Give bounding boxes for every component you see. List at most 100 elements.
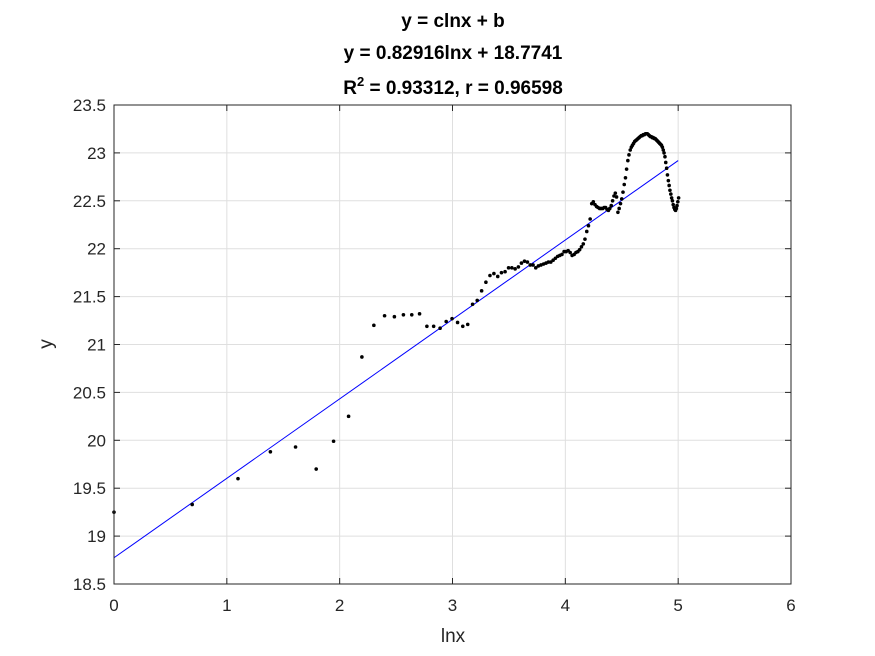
y-tick-label: 23.5	[73, 96, 106, 115]
x-axis-label: lnx	[441, 626, 466, 647]
data-point	[617, 206, 621, 211]
data-point	[674, 206, 679, 211]
data-point	[626, 158, 630, 163]
x-tick-label: 4	[561, 596, 570, 615]
data-point	[314, 467, 318, 471]
y-tick-label: 19	[87, 527, 106, 546]
data-point	[503, 269, 507, 274]
x-tick-label: 6	[786, 596, 795, 615]
data-point	[669, 196, 674, 200]
data-point	[465, 322, 470, 327]
y-tick-label: 18.5	[73, 575, 106, 594]
data-point	[663, 154, 667, 159]
data-point	[622, 182, 627, 187]
y-tick-label: 22.5	[73, 192, 106, 211]
data-point	[662, 151, 666, 155]
data-point	[621, 190, 625, 194]
data-point	[676, 199, 680, 204]
data-point	[360, 355, 364, 359]
y-axis-ticks: 18.5 19 19.5 20 20.5 21 21.5 22 22.5 23 23.5	[73, 96, 791, 594]
y-tick-label: 19.5	[73, 479, 106, 498]
data-point	[236, 476, 240, 481]
data-point	[668, 188, 672, 193]
data-point	[583, 237, 587, 241]
data-point	[610, 199, 615, 203]
data-point	[627, 153, 631, 157]
y-tick-label: 20.5	[73, 383, 106, 402]
x-tick-label: 2	[335, 596, 344, 615]
title-line-2: y = 0.82916lnx + 18.7741	[344, 43, 563, 64]
data-point	[664, 166, 669, 171]
data-point	[609, 203, 614, 208]
data-point	[661, 148, 666, 152]
data-point	[409, 313, 414, 317]
chart-title: y = clnx + b y = 0.82916lnx + 18.7741 R2…	[343, 11, 563, 99]
title-r-superscript: 2	[357, 74, 364, 89]
data-point	[584, 229, 589, 234]
data-points	[112, 131, 681, 514]
y-tick-label: 21.5	[73, 288, 106, 307]
data-point	[346, 414, 351, 419]
data-point	[669, 192, 673, 196]
data-point	[460, 324, 465, 329]
title-line-3: R2 = 0.93312, r = 0.96598	[343, 74, 563, 99]
data-point	[666, 178, 671, 183]
data-point	[560, 252, 564, 257]
data-point	[331, 439, 336, 444]
data-point	[455, 320, 460, 325]
data-point	[417, 312, 422, 316]
y-tick-label: 22	[87, 240, 106, 259]
data-point	[676, 196, 681, 200]
data-point	[616, 210, 620, 215]
y-tick-label: 23	[87, 144, 106, 163]
data-point	[516, 265, 521, 269]
data-point	[293, 445, 298, 449]
data-point	[484, 280, 488, 285]
data-point	[623, 176, 628, 180]
data-point	[190, 502, 194, 507]
x-tick-label: 0	[109, 596, 118, 615]
data-point	[401, 313, 406, 317]
data-point	[268, 449, 273, 454]
data-point	[671, 202, 676, 207]
data-point	[470, 302, 475, 307]
data-point	[675, 203, 679, 208]
data-point	[663, 160, 668, 165]
data-point	[488, 273, 492, 278]
data-point	[425, 324, 429, 329]
data-point	[577, 247, 582, 252]
data-point	[581, 242, 586, 246]
data-point	[607, 206, 612, 211]
data-point	[492, 271, 496, 276]
data-point	[628, 148, 633, 152]
title-line-1: y = clnx + b	[401, 11, 505, 32]
data-point	[528, 263, 533, 267]
title-r-prefix: R	[343, 78, 357, 99]
data-point	[510, 266, 514, 270]
data-point	[519, 261, 524, 265]
title-r-suffix: = 0.93312, r = 0.96598	[364, 78, 563, 99]
x-axis-ticks: 0 1 2 3 4 5 6	[109, 105, 796, 615]
x-tick-label: 5	[673, 596, 682, 615]
grid	[113, 104, 792, 585]
data-point	[372, 323, 376, 328]
data-point	[450, 316, 454, 321]
fit-line-group	[113, 160, 679, 559]
x-tick-label: 1	[222, 596, 231, 615]
data-point	[624, 167, 629, 171]
data-point	[506, 266, 511, 270]
data-point	[670, 199, 675, 203]
data-point	[475, 298, 480, 303]
data-point	[665, 173, 670, 177]
data-point	[525, 260, 530, 264]
data-point	[568, 250, 572, 255]
data-point	[513, 267, 517, 271]
data-point	[667, 183, 671, 188]
y-tick-label: 20	[87, 431, 106, 450]
data-point	[614, 195, 619, 199]
data-point	[522, 259, 527, 263]
data-point	[479, 289, 484, 293]
y-axis-label: y	[36, 339, 57, 349]
data-point	[586, 223, 591, 228]
data-point	[531, 263, 535, 267]
